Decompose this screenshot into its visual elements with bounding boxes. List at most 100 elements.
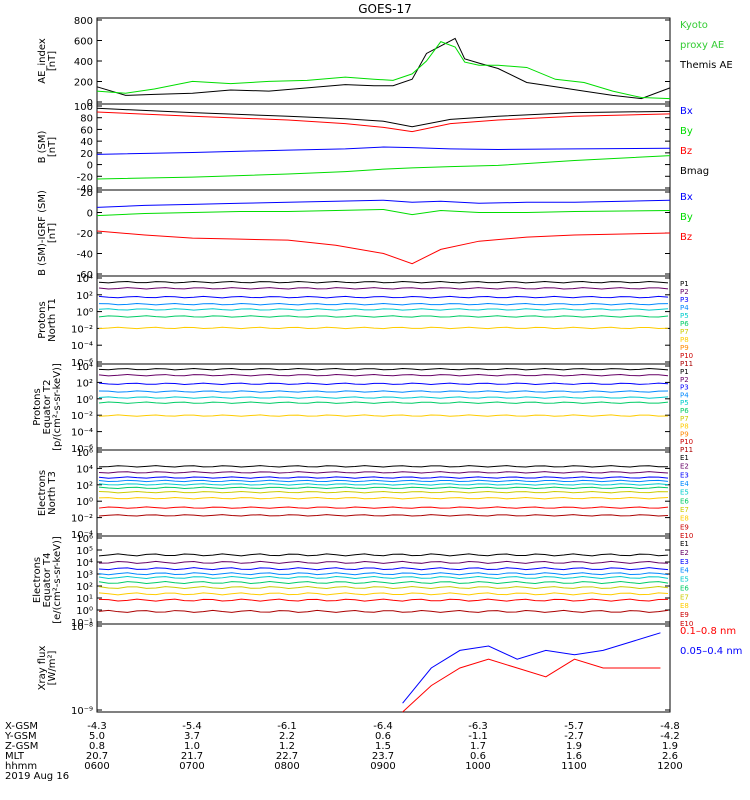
ephemeris-row-label: X-GSM (5, 721, 38, 732)
legend-entry: E10 (680, 620, 693, 628)
y-axis-label-line: [nT] (47, 223, 58, 243)
y-axis-label: Xray flux[W/m²] (37, 646, 58, 691)
series-line (98, 373, 669, 377)
panel-8: 10⁻⁸ 10⁻⁹ Xray flux[W/m²] 0.1–0.8 nm 0.05–0.… (37, 622, 742, 717)
legend-entry: P2 (680, 376, 689, 384)
ephemeris-cell: -4.3 (87, 721, 107, 732)
y-axis-label-line: North T1 (47, 298, 58, 342)
ephemeris-cell: 0.6 (375, 731, 391, 742)
series-line (96, 208, 671, 217)
legend-entry: P3 (680, 296, 689, 304)
y-tick-label: 10⁻⁸ (71, 622, 93, 633)
legend-entry: P2 (680, 288, 689, 296)
ephemeris-cell: 21.7 (181, 751, 203, 762)
ephemeris-cell: -5.4 (182, 721, 202, 732)
series-line (98, 287, 669, 290)
series-line (98, 592, 669, 596)
y-tick-label: 10⁴ (76, 464, 93, 475)
y-axis-label-line: Xray flux (37, 646, 48, 691)
series-line (98, 382, 669, 385)
series-line (98, 479, 669, 483)
y-axis-label: B (SM)-IGRF (SM)[nT] (37, 190, 58, 276)
legend-entry: By (680, 212, 693, 223)
series-line (98, 396, 669, 399)
y-tick-label: 10⁰ (76, 308, 93, 319)
y-tick-label: 40 (80, 137, 93, 148)
y-axis-label-line: [W/m²] (47, 650, 58, 685)
ephemeris-cell: 0600 (84, 761, 109, 772)
series-line (98, 326, 669, 330)
y-tick-label: 10² (76, 291, 93, 302)
series-line (98, 390, 669, 393)
y-axis-label-line: Equator T4 (42, 553, 53, 608)
legend-entry: P7 (680, 415, 689, 423)
y-tick-label: 10⁻⁹ (71, 706, 93, 717)
y-tick-label: 400 (74, 57, 93, 68)
y-axis-label: ProtonsNorth T1 (37, 298, 58, 342)
ephemeris-cell: -2.7 (564, 731, 584, 742)
series-line (98, 586, 669, 590)
ephemeris-cell: 0700 (179, 761, 204, 772)
y-axis-label-line: B (SM)-IGRF (SM) (37, 190, 48, 276)
ephemeris-cell: 22.7 (276, 751, 298, 762)
y-tick-label: 10⁻⁴ (71, 530, 93, 541)
legend-entry: E3 (680, 471, 689, 479)
series-line (98, 581, 669, 585)
y-tick-label: 10⁻² (71, 411, 93, 422)
ephemeris-cell: 0900 (370, 761, 395, 772)
y-axis-label-line: Electrons (32, 557, 43, 603)
legend-entry: P5 (680, 312, 689, 320)
ephemeris-row-label: hhmm (5, 761, 37, 772)
legend-entry: Kyoto (680, 20, 708, 31)
plot-title: GOES-17 (358, 2, 412, 16)
y-axis-label-line: B (SM) (37, 130, 48, 163)
ephemeris-cell: 1000 (465, 761, 490, 772)
series-line (98, 471, 669, 474)
series-line (96, 41, 671, 100)
legend-entry: E5 (680, 489, 689, 497)
series-line (96, 199, 671, 208)
ephemeris-row-label: Y-GSM (4, 731, 37, 742)
ephemeris-cell: 1100 (561, 761, 586, 772)
series-line (98, 572, 669, 576)
series-line (98, 609, 669, 613)
ephemeris-cell: -4.8 (660, 721, 680, 732)
ephemeris-cell: 0.6 (470, 751, 486, 762)
ephemeris-cell: 1.0 (184, 741, 200, 752)
series-line (98, 401, 669, 404)
y-tick-label: 200 (74, 78, 93, 89)
legend-entry: 0.1–0.8 nm (680, 626, 736, 637)
series-line (98, 598, 669, 602)
series-line (98, 514, 669, 517)
legend-entry: By (680, 126, 693, 137)
legend-entry: E8 (680, 515, 689, 523)
ephemeris-cell: -6.3 (468, 721, 488, 732)
legend-entry: E5 (680, 576, 689, 584)
panel-1: 800 600 400 200 0 AE_index[nT] Kyoto proxy AE Th… (37, 16, 733, 109)
legend-entry: proxy AE (680, 40, 724, 51)
y-tick-label: 10² (76, 582, 93, 593)
y-tick-label: 100 (74, 102, 93, 113)
legend-entry: P7 (680, 328, 689, 336)
y-axis-label: AE_index[nT] (37, 38, 58, 84)
legend-entry: E2 (680, 463, 689, 471)
legend-entry: P8 (680, 336, 689, 344)
y-tick-label: 0 (87, 209, 93, 220)
y-tick-label: 10⁶ (76, 534, 93, 545)
legend-entry: P9 (680, 430, 689, 438)
ephemeris-cell: 1.7 (470, 741, 486, 752)
y-tick-label: 60 (80, 125, 93, 136)
panel-frame (96, 363, 671, 451)
series-line (98, 490, 669, 494)
series-line (402, 632, 661, 704)
series-line (98, 483, 669, 486)
y-axis-label-line: [nT] (47, 51, 58, 71)
ephemeris-cell: 2.6 (662, 751, 678, 762)
series-line (96, 111, 671, 133)
legend-entry: E8 (680, 602, 689, 610)
y-tick-label: -40 (77, 184, 93, 195)
y-tick-label: 10⁰ (76, 395, 93, 406)
